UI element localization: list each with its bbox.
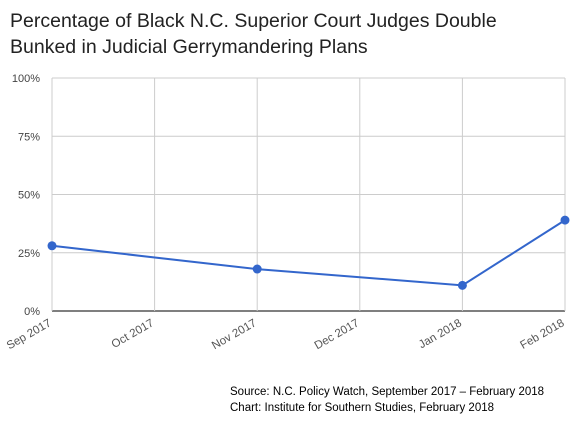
- y-tick-label: 0%: [24, 306, 40, 318]
- data-point: [560, 215, 570, 225]
- data-point: [252, 264, 262, 274]
- x-tick-label: Jan 2018: [417, 317, 464, 351]
- data-point: [457, 280, 467, 290]
- chart-title-line-1: Percentage of Black N.C. Superior Court …: [10, 10, 497, 32]
- grid: [51, 77, 566, 312]
- credit-note: Chart: Institute for Southern Studies, F…: [230, 402, 495, 414]
- series-line-path: [51, 219, 566, 287]
- x-axis-ticks: Sep 2017 Oct 2017 Nov 2017 Dec 2017 Jan 2018…: [5, 317, 567, 352]
- y-axis-ticks: 0% 25% 50% 75% 100%: [12, 73, 40, 318]
- x-tick-label: Feb 2018: [518, 317, 566, 352]
- y-tick-label: 75%: [18, 131, 40, 143]
- x-tick-label: Nov 2017: [210, 317, 259, 352]
- y-tick-label: 25%: [18, 248, 40, 260]
- y-tick-label: 100%: [12, 73, 40, 85]
- series-line: [51, 219, 566, 287]
- chart-title: Percentage of Black N.C. Superior Court …: [10, 8, 570, 60]
- chart-footer: Source: N.C. Policy Watch, September 201…: [230, 384, 544, 416]
- x-tick-label: Oct 2017: [110, 317, 156, 351]
- x-tick-label: Sep 2017: [5, 317, 54, 352]
- x-tick-label: Dec 2017: [313, 317, 362, 352]
- y-tick-label: 50%: [18, 190, 40, 202]
- data-point: [47, 241, 57, 251]
- data-points: [47, 215, 570, 290]
- source-note: Source: N.C. Policy Watch, September 201…: [230, 386, 545, 398]
- chart-title-line-2: Bunked in Judicial Gerrymandering Plans: [10, 36, 368, 58]
